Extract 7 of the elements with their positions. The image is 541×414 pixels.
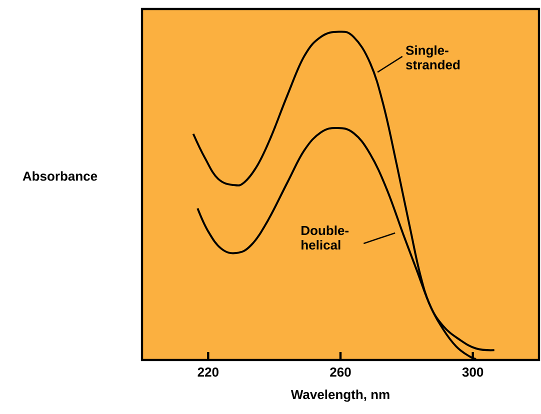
x-tick-label: 260 (330, 368, 351, 377)
y-axis-title: Absorbance (22, 171, 98, 181)
x-axis-title: Wavelength, nm (290, 390, 390, 402)
legend-label: Single-stranded (406, 45, 460, 70)
x-tick-label: 300 (462, 368, 484, 377)
x-tick-label: 220 (198, 368, 218, 377)
text: Double-helical (302, 226, 349, 250)
